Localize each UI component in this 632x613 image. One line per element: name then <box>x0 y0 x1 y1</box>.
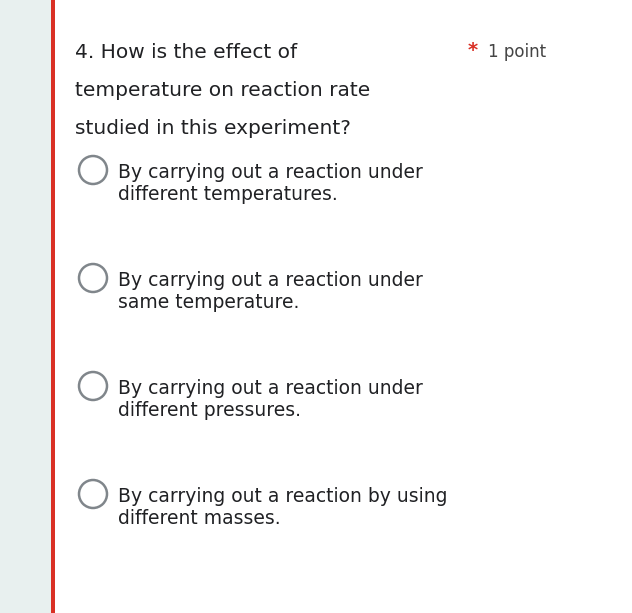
Text: By carrying out a reaction under: By carrying out a reaction under <box>118 271 423 290</box>
Circle shape <box>79 264 107 292</box>
Text: different temperatures.: different temperatures. <box>118 185 337 204</box>
Bar <box>0 0 55 613</box>
Bar <box>51 0 55 613</box>
Text: 4. How is the effect of: 4. How is the effect of <box>75 43 297 62</box>
Text: By carrying out a reaction by using: By carrying out a reaction by using <box>118 487 447 506</box>
Circle shape <box>79 156 107 184</box>
Text: By carrying out a reaction under: By carrying out a reaction under <box>118 163 423 182</box>
Text: same temperature.: same temperature. <box>118 293 300 312</box>
Text: *: * <box>468 41 478 60</box>
Text: By carrying out a reaction under: By carrying out a reaction under <box>118 379 423 398</box>
Text: studied in this experiment?: studied in this experiment? <box>75 119 351 138</box>
Circle shape <box>79 372 107 400</box>
Text: temperature on reaction rate: temperature on reaction rate <box>75 81 370 100</box>
Text: 1 point: 1 point <box>488 43 546 61</box>
Text: different masses.: different masses. <box>118 509 281 528</box>
Text: different pressures.: different pressures. <box>118 401 301 420</box>
Circle shape <box>79 480 107 508</box>
